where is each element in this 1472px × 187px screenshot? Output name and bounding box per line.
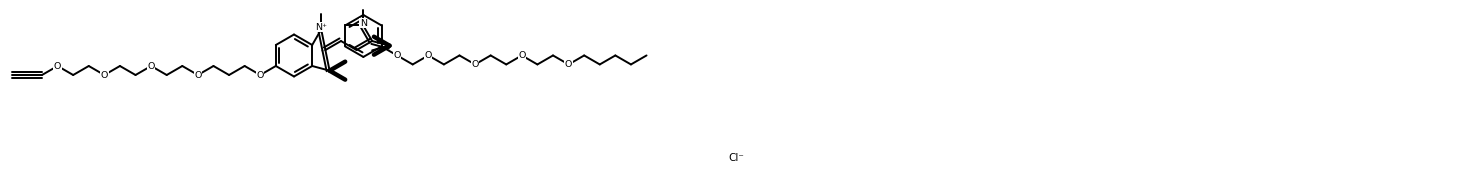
Text: O: O <box>194 70 202 79</box>
Text: O: O <box>393 51 400 60</box>
Text: O: O <box>518 51 526 60</box>
Text: O: O <box>471 60 478 69</box>
Text: O: O <box>100 70 107 79</box>
Text: O: O <box>256 70 263 79</box>
Text: O: O <box>147 62 155 70</box>
Text: N: N <box>359 19 367 28</box>
Text: N⁺: N⁺ <box>315 23 327 32</box>
Text: O: O <box>54 62 62 70</box>
Text: O: O <box>424 51 431 60</box>
Text: Cl⁻: Cl⁻ <box>729 153 743 163</box>
Text: O: O <box>565 60 573 69</box>
